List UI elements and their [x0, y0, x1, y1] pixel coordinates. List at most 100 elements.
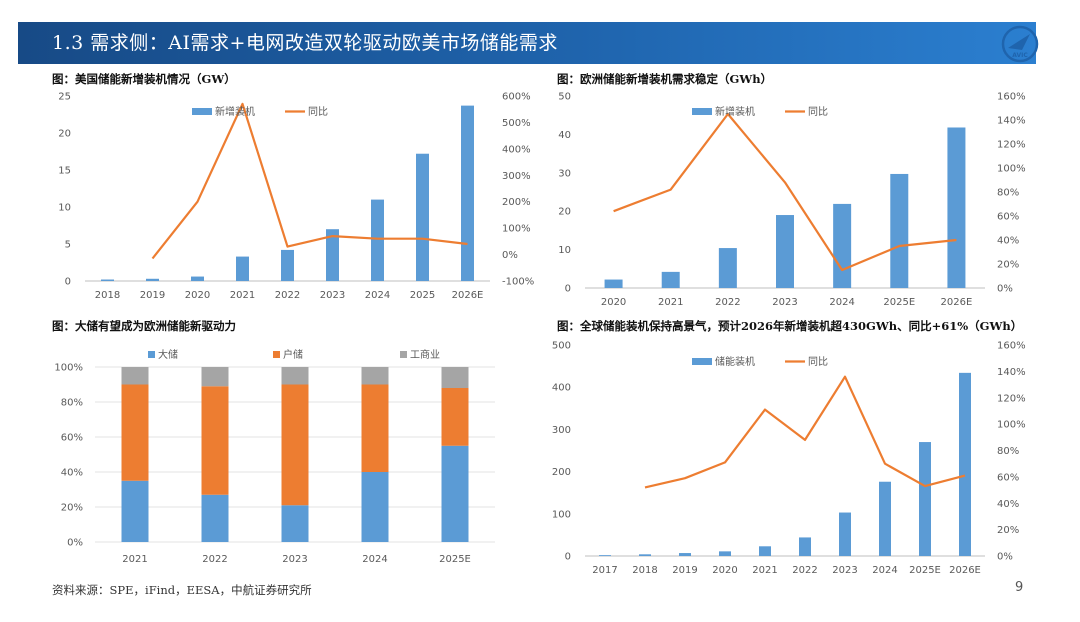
left-tick-label: 500 [552, 341, 571, 352]
category-label: 2025 [410, 290, 435, 301]
category-label: 2024 [872, 565, 897, 576]
logo-text: AVIC [1012, 52, 1028, 59]
right-tick-label: 140% [997, 367, 1026, 378]
avic-plane-logo-icon: AVIC [1001, 25, 1039, 63]
left-tick-label: 200 [552, 467, 571, 478]
bar [101, 279, 114, 281]
y-tick-label: 80% [61, 398, 83, 409]
category-label: 2022 [202, 554, 227, 565]
category-label: 2025E [883, 297, 915, 308]
right-tick-label: 120% [997, 140, 1026, 151]
right-tick-label: 100% [997, 164, 1026, 175]
category-label: 2023 [320, 290, 345, 301]
left-tick-label: 20 [558, 207, 571, 218]
bar [679, 553, 691, 556]
bar [416, 153, 429, 281]
category-label: 2022 [715, 297, 740, 308]
right-tick-label: 160% [997, 341, 1026, 352]
stack-segment [361, 472, 389, 542]
bar [661, 271, 680, 288]
right-tick-label: 80% [997, 446, 1019, 457]
bar [639, 554, 651, 556]
left-tick-label: 5 [65, 240, 71, 251]
category-label: 2020 [712, 565, 737, 576]
right-tick-label: 100% [502, 224, 531, 235]
bar [919, 442, 931, 556]
page-number: 9 [1015, 580, 1024, 595]
yoy-line [644, 375, 966, 489]
caption-us-chart: 图：美国储能新增装机情况（GW） [52, 72, 236, 86]
legend-bar-label: 新增装机 [715, 105, 755, 118]
left-tick-label: 400 [552, 383, 571, 394]
bar [959, 372, 971, 556]
stack-segment [441, 367, 469, 388]
stack-segment [361, 384, 389, 472]
y-tick-label: 20% [61, 503, 83, 514]
bar [799, 537, 811, 556]
y-tick-label: 0% [67, 538, 83, 549]
us-storage-chart: 0510152025-100%0%100%200%300%400%500%600… [58, 92, 534, 302]
category-label: 2020 [185, 290, 210, 301]
bar [191, 276, 204, 281]
right-tick-label: 600% [502, 92, 531, 103]
category-label: 2024 [829, 297, 854, 308]
right-tick-label: 120% [997, 393, 1026, 404]
bar [890, 173, 909, 288]
bar [371, 199, 384, 281]
legend-label: 户储 [283, 348, 303, 361]
legend-swatch [400, 351, 407, 358]
stack-segment [201, 367, 229, 387]
category-label: 2019 [672, 565, 697, 576]
left-tick-label: 50 [558, 92, 571, 103]
category-label: 2021 [122, 554, 147, 565]
stack-segment [121, 367, 149, 385]
right-tick-label: 40% [997, 236, 1019, 247]
left-tick-label: 0 [565, 552, 571, 563]
stack-segment [441, 388, 469, 446]
bar [947, 127, 966, 288]
category-label: 2026E [452, 290, 484, 301]
category-label: 2019 [140, 290, 165, 301]
left-tick-label: 0 [65, 277, 71, 288]
category-label: 2025E [439, 554, 471, 565]
legend-line-label: 同比 [808, 356, 828, 368]
category-label: 2021 [230, 290, 255, 301]
stack-segment [201, 386, 229, 495]
category-label: 2026E [949, 565, 981, 576]
category-label: 2022 [275, 290, 300, 301]
category-label: 2021 [658, 297, 683, 308]
category-label: 2023 [282, 554, 307, 565]
category-label: 2024 [365, 290, 390, 301]
left-tick-label: 100 [552, 509, 571, 520]
category-label: 2023 [832, 565, 857, 576]
left-tick-label: 25 [58, 92, 71, 103]
right-tick-label: 140% [997, 116, 1026, 127]
stack-segment [441, 445, 469, 542]
right-tick-label: 0% [502, 250, 518, 261]
bar [461, 105, 474, 282]
right-tick-label: 200% [502, 197, 531, 208]
category-label: 2024 [362, 554, 387, 565]
left-tick-label: 10 [58, 203, 71, 214]
left-tick-label: 10 [558, 245, 571, 256]
y-tick-label: 60% [61, 433, 83, 444]
bar [879, 481, 891, 556]
category-label: 2022 [792, 565, 817, 576]
right-tick-label: 300% [502, 171, 531, 182]
bar [146, 278, 159, 281]
global-storage-chart: 0 100 200 300 400 500 0% 20% 40% 60% 80% 100% 120% 14… [552, 341, 1026, 577]
right-tick-label: 20% [997, 260, 1019, 271]
left-tick-label: 300 [552, 425, 571, 436]
bar [759, 546, 771, 556]
left-tick-label: 30 [558, 168, 571, 179]
y-tick-label: 40% [61, 468, 83, 479]
legend-label: 大储 [158, 348, 178, 361]
left-tick-label: 15 [58, 166, 71, 177]
bar [839, 512, 851, 556]
bar [599, 555, 611, 556]
caption-eu-chart: 图：欧洲储能新增装机需求稳定（GWh） [557, 72, 773, 86]
stack-segment [201, 494, 229, 542]
left-tick-label: 40 [558, 130, 571, 141]
legend-label: 工商业 [410, 348, 440, 361]
stack-segment [281, 505, 309, 542]
